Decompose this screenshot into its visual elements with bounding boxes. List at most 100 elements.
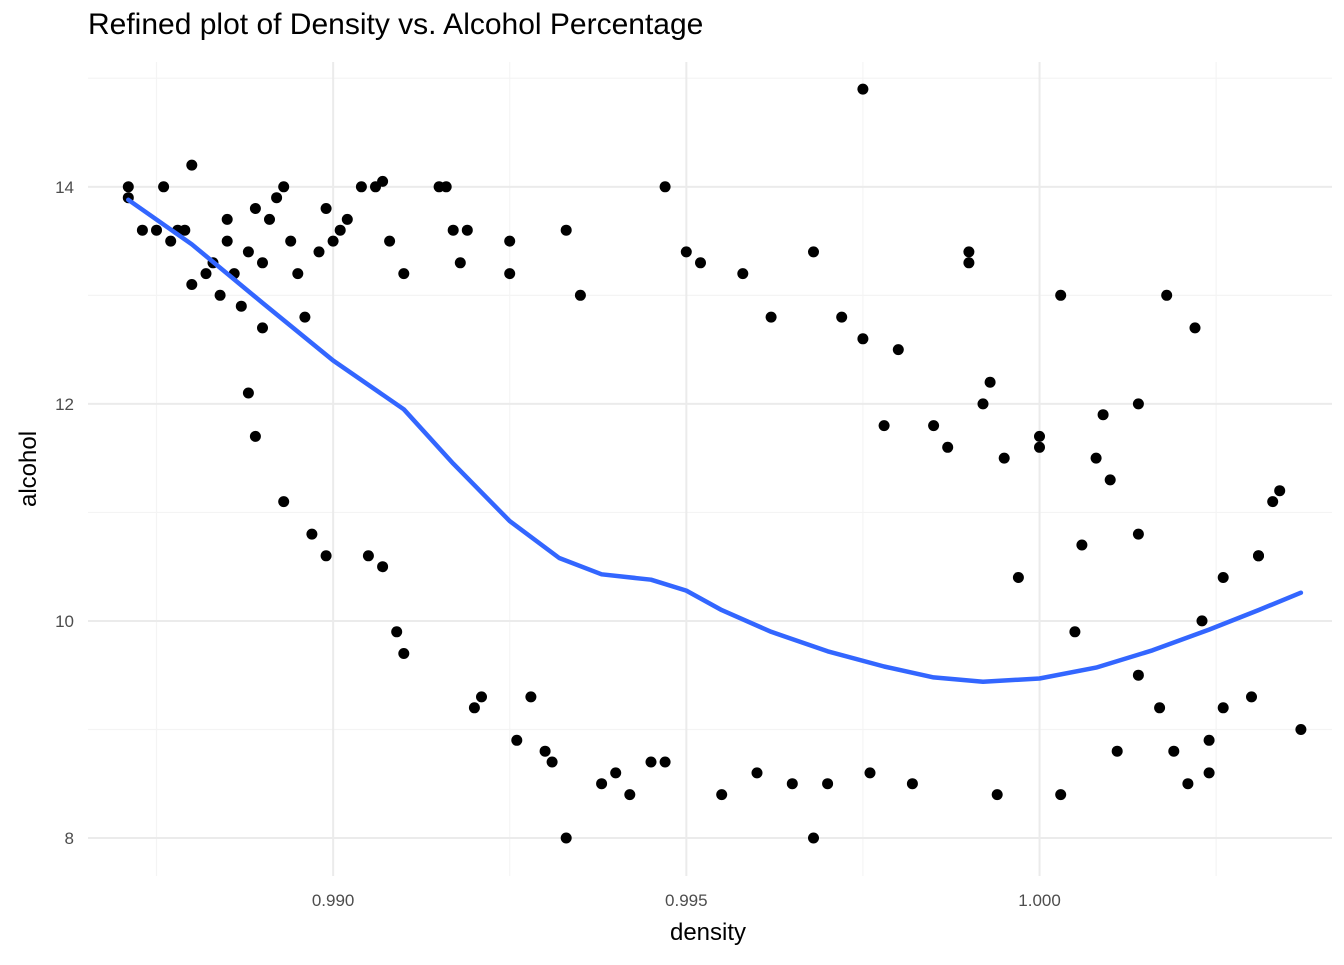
data-point: [313, 246, 325, 258]
data-point: [454, 257, 466, 269]
data-point: [1055, 289, 1067, 301]
x-tick-label: 1.000: [1018, 891, 1061, 910]
data-point: [299, 311, 311, 323]
y-axis-label: alcohol: [15, 431, 42, 507]
data-point: [214, 289, 226, 301]
data-point: [765, 311, 777, 323]
data-point: [1161, 289, 1173, 301]
data-point: [221, 235, 233, 247]
data-point: [1203, 734, 1215, 746]
data-point: [998, 452, 1010, 464]
data-point: [278, 496, 290, 508]
data-point: [878, 420, 890, 432]
data-point: [186, 159, 198, 171]
x-tick-label: 0.990: [312, 891, 355, 910]
data-point: [1076, 539, 1088, 551]
data-point: [864, 767, 876, 779]
data-point: [158, 181, 170, 193]
data-point: [1090, 452, 1102, 464]
data-point: [1217, 572, 1229, 583]
x-axis-label: density: [670, 919, 746, 946]
data-point: [857, 333, 869, 345]
data-point: [857, 83, 869, 95]
data-point: [1097, 409, 1109, 421]
data-point: [984, 376, 996, 388]
data-point: [1055, 789, 1067, 801]
data-point: [398, 268, 410, 280]
data-point: [892, 344, 904, 356]
data-point: [808, 246, 819, 258]
data-point: [737, 268, 749, 280]
data-point: [200, 268, 212, 280]
data-point: [1104, 474, 1116, 486]
data-point: [504, 235, 516, 247]
chart-title: Refined plot of Density vs. Alcohol Perc…: [88, 8, 704, 41]
data-point: [680, 246, 692, 258]
data-point: [165, 235, 177, 247]
data-point: [504, 268, 516, 280]
data-point: [1196, 615, 1208, 627]
data-point: [122, 181, 134, 193]
data-point: [377, 175, 389, 187]
data-point: [1034, 430, 1045, 442]
data-point: [384, 235, 396, 247]
x-tick-label: 0.995: [665, 891, 708, 910]
data-point: [1034, 441, 1045, 453]
data-point: [1111, 745, 1123, 757]
data-point: [249, 430, 261, 442]
data-point: [836, 311, 848, 323]
data-point: [1132, 669, 1144, 681]
data-point: [977, 398, 989, 410]
data-point: [242, 246, 254, 258]
data-point: [1154, 702, 1166, 714]
data-point: [1203, 767, 1215, 779]
data-point: [822, 778, 834, 790]
data-point: [659, 756, 671, 768]
data-point: [257, 257, 268, 269]
major-grid-lines: [88, 62, 1332, 876]
data-point: [320, 203, 332, 214]
data-point: [1295, 724, 1307, 735]
data-point: [136, 224, 148, 236]
data-point: [468, 702, 480, 714]
data-point: [808, 832, 819, 844]
data-point: [151, 224, 162, 236]
data-point: [596, 778, 608, 790]
data-point: [645, 756, 657, 768]
y-tick-label: 10: [55, 612, 74, 631]
data-point: [1274, 485, 1286, 497]
data-point: [447, 224, 459, 236]
data-point: [624, 789, 636, 801]
data-point: [963, 246, 975, 258]
data-point: [546, 756, 558, 768]
data-point: [391, 626, 403, 638]
data-point: [991, 789, 1003, 801]
data-point: [511, 734, 523, 746]
data-point: [906, 778, 918, 790]
data-point: [1069, 626, 1081, 638]
data-point: [560, 224, 572, 236]
data-point: [1132, 528, 1144, 540]
data-point: [476, 691, 487, 703]
data-point: [249, 203, 261, 214]
data-point: [355, 181, 367, 193]
data-point: [440, 181, 452, 193]
y-tick-labels: 8 10 12 14: [55, 178, 74, 848]
data-point: [1168, 745, 1180, 757]
data-point: [341, 213, 353, 225]
data-point: [278, 181, 290, 193]
smooth-trend-line: [126, 197, 1304, 684]
data-point: [334, 224, 346, 236]
data-point: [574, 289, 586, 301]
data-point: [461, 224, 473, 236]
data-point: [942, 441, 954, 453]
data-point: [320, 550, 332, 562]
data-point: [1132, 398, 1144, 410]
data-point: [285, 235, 297, 247]
data-point: [659, 181, 671, 193]
data-point: [186, 279, 198, 290]
data-point: [306, 528, 318, 540]
x-tick-labels: 0.990 0.995 1.000: [312, 891, 1061, 910]
data-point: [1189, 322, 1201, 334]
